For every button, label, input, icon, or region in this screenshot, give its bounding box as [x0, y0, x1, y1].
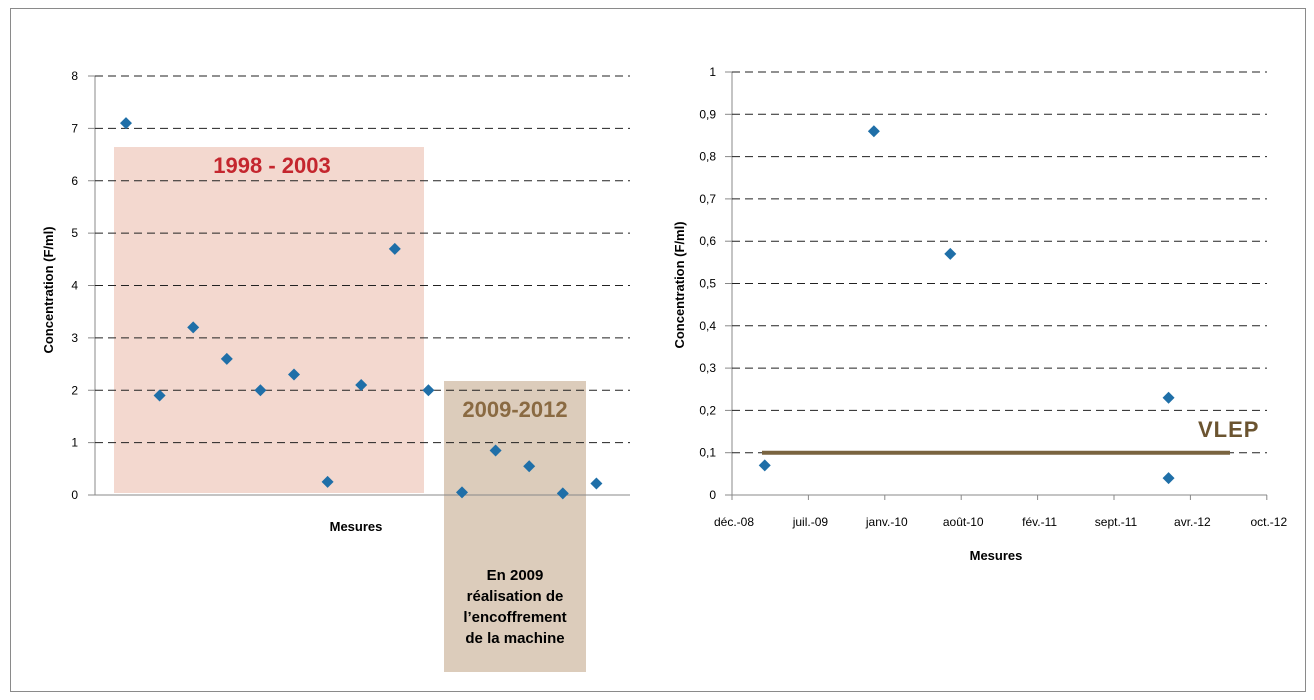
right-x-axis-title: Mesures: [970, 548, 1023, 563]
right-y-tick-label: 0,3: [699, 361, 716, 375]
right-y-tick-label: 0,4: [699, 319, 716, 333]
left-data-point: [523, 460, 536, 473]
vlep-label: VLEP: [1198, 417, 1259, 442]
right-y-tick-label: 0,2: [699, 403, 716, 417]
left-data-point: [153, 389, 166, 402]
left-data-points: [120, 117, 603, 500]
right-y-tick-label: 0,5: [699, 277, 716, 291]
right-y-tick-label: 1: [709, 65, 716, 79]
left-chart: 0 1 2 3 4 5 6 7 8 1998 - 2003 2009-2012 En 2009 …: [41, 69, 630, 672]
period1-label: 1998 - 2003: [213, 153, 330, 178]
right-data-points: [758, 125, 1175, 485]
left-y-tick-label: 6: [71, 174, 78, 188]
left-y-tick-labels: 0 1 2 3 4 5 6 7 8: [71, 69, 78, 502]
left-data-point: [254, 384, 267, 397]
period2-label: 2009-2012: [462, 397, 567, 422]
right-x-tick-label: juil.-09: [792, 515, 829, 529]
right-x-tick-label: août-10: [943, 515, 984, 529]
left-data-point: [489, 444, 502, 457]
note-text: En 2009 réalisation de l’encoffrement de…: [463, 567, 566, 647]
left-gridlines: [88, 75, 630, 496]
left-data-point: [321, 475, 334, 488]
right-x-tick-label: sept.-11: [1095, 515, 1138, 529]
left-data-point: [456, 486, 468, 499]
left-data-point: [556, 487, 569, 500]
note-line-2: réalisation de: [467, 588, 564, 605]
left-data-point: [388, 242, 401, 255]
left-y-tick-label: 4: [71, 279, 78, 293]
right-data-point: [867, 125, 880, 138]
left-y-tick-label: 1: [71, 436, 78, 450]
right-x-tick-label: avr.-12: [1174, 515, 1211, 529]
left-data-point: [422, 384, 435, 397]
left-y-tick-label: 2: [71, 383, 78, 397]
right-y-tick-label: 0: [709, 488, 716, 502]
left-x-axis-title: Mesures: [330, 519, 383, 534]
left-data-point: [220, 352, 233, 365]
right-y-tick-label: 0,9: [699, 107, 716, 121]
right-x-tick-label: oct.-12: [1250, 515, 1287, 529]
right-data-point: [758, 459, 771, 472]
right-x-tick-labels: déc.-08 juil.-09 janv.-10 août-10 fév.-11 sep…: [714, 515, 1287, 529]
left-data-point: [187, 321, 200, 334]
note-line-4: de la machine: [465, 630, 564, 647]
left-y-tick-label: 5: [71, 226, 78, 240]
right-data-point: [944, 247, 957, 260]
left-y-tick-label: 3: [71, 331, 78, 345]
right-x-tick-label: déc.-08: [714, 515, 754, 529]
figure-frame: [10, 8, 1306, 692]
left-data-point: [590, 477, 603, 490]
right-gridlines: [725, 71, 1268, 500]
right-y-tick-label: 0,1: [699, 446, 716, 460]
left-data-point: [288, 368, 300, 381]
right-x-tick-label: janv.-10: [865, 515, 908, 529]
right-data-point: [1162, 391, 1175, 404]
left-data-point: [120, 117, 132, 130]
left-y-tick-label: 7: [71, 121, 78, 135]
left-y-tick-label: 0: [71, 488, 78, 502]
left-y-axis-title: Concentration (F/ml): [41, 226, 56, 353]
note-line-3: l’encoffrement: [463, 609, 566, 626]
left-data-point: [355, 379, 368, 392]
right-chart: 0 0,1 0,2 0,3 0,4 0,5 0,6 0,7 0,8 0,9 1 déc.-08 jui…: [672, 65, 1287, 563]
note-line-1: En 2009: [487, 567, 544, 584]
right-data-point: [1162, 472, 1175, 485]
left-y-tick-label: 8: [71, 69, 78, 83]
right-y-tick-label: 0,7: [699, 192, 716, 206]
right-y-axis-title: Concentration (F/ml): [672, 221, 687, 348]
period2-box: [444, 381, 586, 672]
period1-box: [114, 147, 424, 493]
right-x-tick-label: fév.-11: [1022, 515, 1057, 529]
right-y-tick-labels: 0 0,1 0,2 0,3 0,4 0,5 0,6 0,7 0,8 0,9 1: [699, 65, 716, 502]
right-y-tick-label: 0,8: [699, 150, 716, 164]
right-y-tick-label: 0,6: [699, 234, 716, 248]
